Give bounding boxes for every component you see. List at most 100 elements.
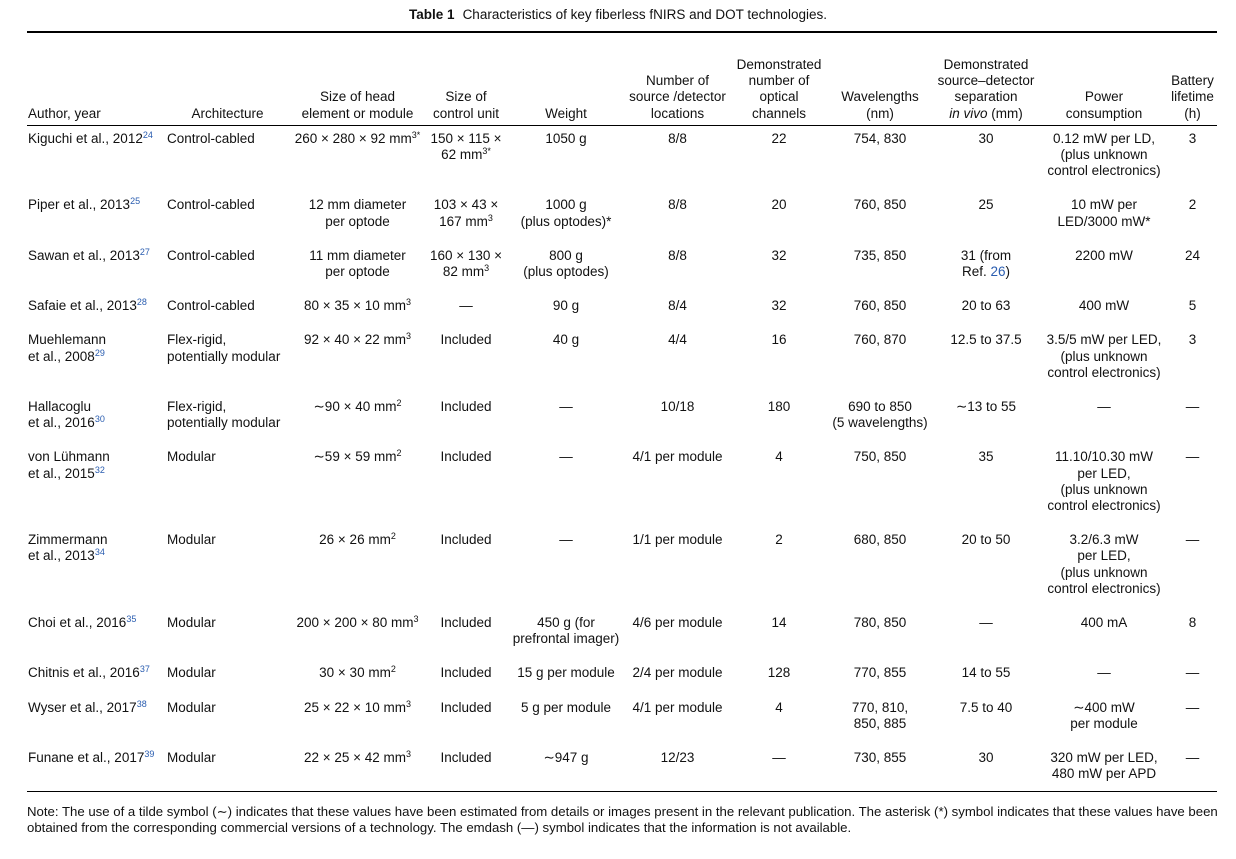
table-cell: ∼400 mW per module [1040,695,1168,745]
reference-link: 25 [130,196,141,207]
cell-text: 90 g [552,298,580,314]
table-cell: Flex-rigid, potentially modular [165,327,290,394]
table-cell: Modular [165,610,290,660]
reference-link: 29 [94,347,105,358]
cell-text: 80 × 35 × 10 mm [303,298,407,314]
table-cell: ∼90 × 40 mm2 [290,394,425,444]
table-cell: 32 [730,243,828,293]
cell-text: 7.5 to 40 [959,699,1013,715]
table-note: Note: The use of a tilde symbol (∼) indi… [27,804,1218,835]
table-cell: 760, 870 [828,327,932,394]
cell-text: per LED, [1077,548,1131,564]
cell-line: — [509,532,623,548]
cell-line: 20 [732,197,826,213]
cell-line: 90 g [509,298,623,314]
table-cell: Modular [165,444,290,527]
cell-text: 35 [978,449,994,465]
cell-text: 735, 850 [853,247,907,263]
cell-text: 3 [1188,130,1197,146]
cell-text: (plus unknown [1060,147,1148,163]
table-cell: 80 × 35 × 10 mm3 [290,293,425,327]
cell-text: et al., 2013 [28,548,95,564]
cell-text: 3.5/5 mW per LED, [1046,332,1162,348]
cell-text: 5 [1188,298,1197,314]
cell-line: ∼90 × 40 mm2 [292,399,423,415]
cell-text: Wyser et al., 2017 [28,699,137,715]
cell-text: (plus unknown [1060,481,1148,497]
header-row: Author, year Architecture Size of head elem… [27,32,1217,126]
table-cell: 750, 850 [828,444,932,527]
cell-line: consumption [1042,106,1166,122]
cell-line: lifetime [1170,89,1215,105]
cell-line: Included [427,449,505,465]
table-cell: ∼947 g [507,745,625,792]
cell-text: 62 mm [441,147,483,163]
cell-text: 4/4 [668,332,687,348]
cell-line: 480 mW per APD [1042,766,1166,782]
table-cell: Safaie et al., 201328 [27,293,165,327]
table-cell: 4/4 [625,327,730,394]
cell-text: 5 g per module [520,699,612,715]
cell-text: 850, 885 [853,715,907,731]
cell-text: 14 [771,615,787,631]
reference-link: 26 [990,264,1006,280]
cell-text: (mm) [987,105,1023,121]
cell-line: 30 [934,750,1038,766]
column-header: Power consumption [1040,32,1168,126]
cell-line: 11.10/10.30 mW [1042,449,1166,465]
cell-text: 200 × 200 × 80 mm [296,615,414,631]
cell-line: element or module [292,106,423,122]
cell-text: 2200 mW [1075,247,1133,263]
cell-text: Modular [167,665,216,681]
superscript: 3 [406,749,412,760]
cell-text: Battery [1171,73,1214,89]
cell-line: 770, 810, [830,700,930,716]
cell-line: 0.12 mW per LD, [1042,131,1166,147]
cell-line: — [509,399,623,415]
cell-line: — [1170,399,1215,415]
cell-line: control electronics) [1042,581,1166,597]
cell-text: (h) [1184,105,1201,121]
cell-line: (plus unknown [1042,482,1166,498]
cell-line: Control-cabled [167,248,288,264]
cell-line: potentially modular [167,415,288,431]
table-cell: Kiguchi et al., 201224 [27,125,165,192]
table-cell: 680, 850 [828,527,932,610]
cell-text: number of [748,73,810,89]
cell-line: 40 g [509,332,623,348]
cell-text: Included [440,399,492,415]
table-cell: 8/8 [625,243,730,293]
cell-text: Piper et al., 2013 [28,197,131,213]
cell-line: Flex-rigid, [167,332,288,348]
reference-link: 32 [94,464,105,475]
table-cell: — [1168,745,1217,792]
cell-text: control electronics) [1047,364,1161,380]
cell-text: (nm) [866,105,894,121]
cell-line: Weight [509,106,623,122]
cell-text: 103 × 43 × [433,197,499,213]
cell-text: 1000 g [545,197,587,213]
cell-line: Kiguchi et al., 201224 [28,130,163,147]
cell-line: 62 mm3* [427,147,505,163]
cell-text: — [1097,399,1111,415]
table-cell: 800 g (plus optodes) [507,243,625,293]
cell-line: Funane et al., 201739 [28,750,163,766]
cell-line: 4/6 per module [627,615,728,631]
table-cell: 14 [730,610,828,660]
cell-text: 22 [771,130,787,146]
cell-line: channels [732,106,826,122]
cell-text: Author, year [28,105,101,121]
table-cell: 15 g per module [507,660,625,694]
table-cell: 31 (from Ref. 26) [932,243,1040,293]
cell-line: 770, 855 [830,665,930,681]
cell-text: 0.12 mW per LD, [1052,130,1156,146]
table-cell: 12.5 to 37.5 [932,327,1040,394]
cell-text: (plus unknown [1060,348,1148,364]
cell-text: per optode [325,213,390,229]
cell-line: 200 × 200 × 80 mm3 [292,615,423,631]
cell-text: control electronics) [1047,498,1161,514]
table-cell: 1050 g [507,125,625,192]
cell-text: 92 × 40 × 22 mm [303,332,407,348]
cell-text: 8/4 [668,298,687,314]
cell-line: Sawan et al., 201327 [28,247,163,264]
